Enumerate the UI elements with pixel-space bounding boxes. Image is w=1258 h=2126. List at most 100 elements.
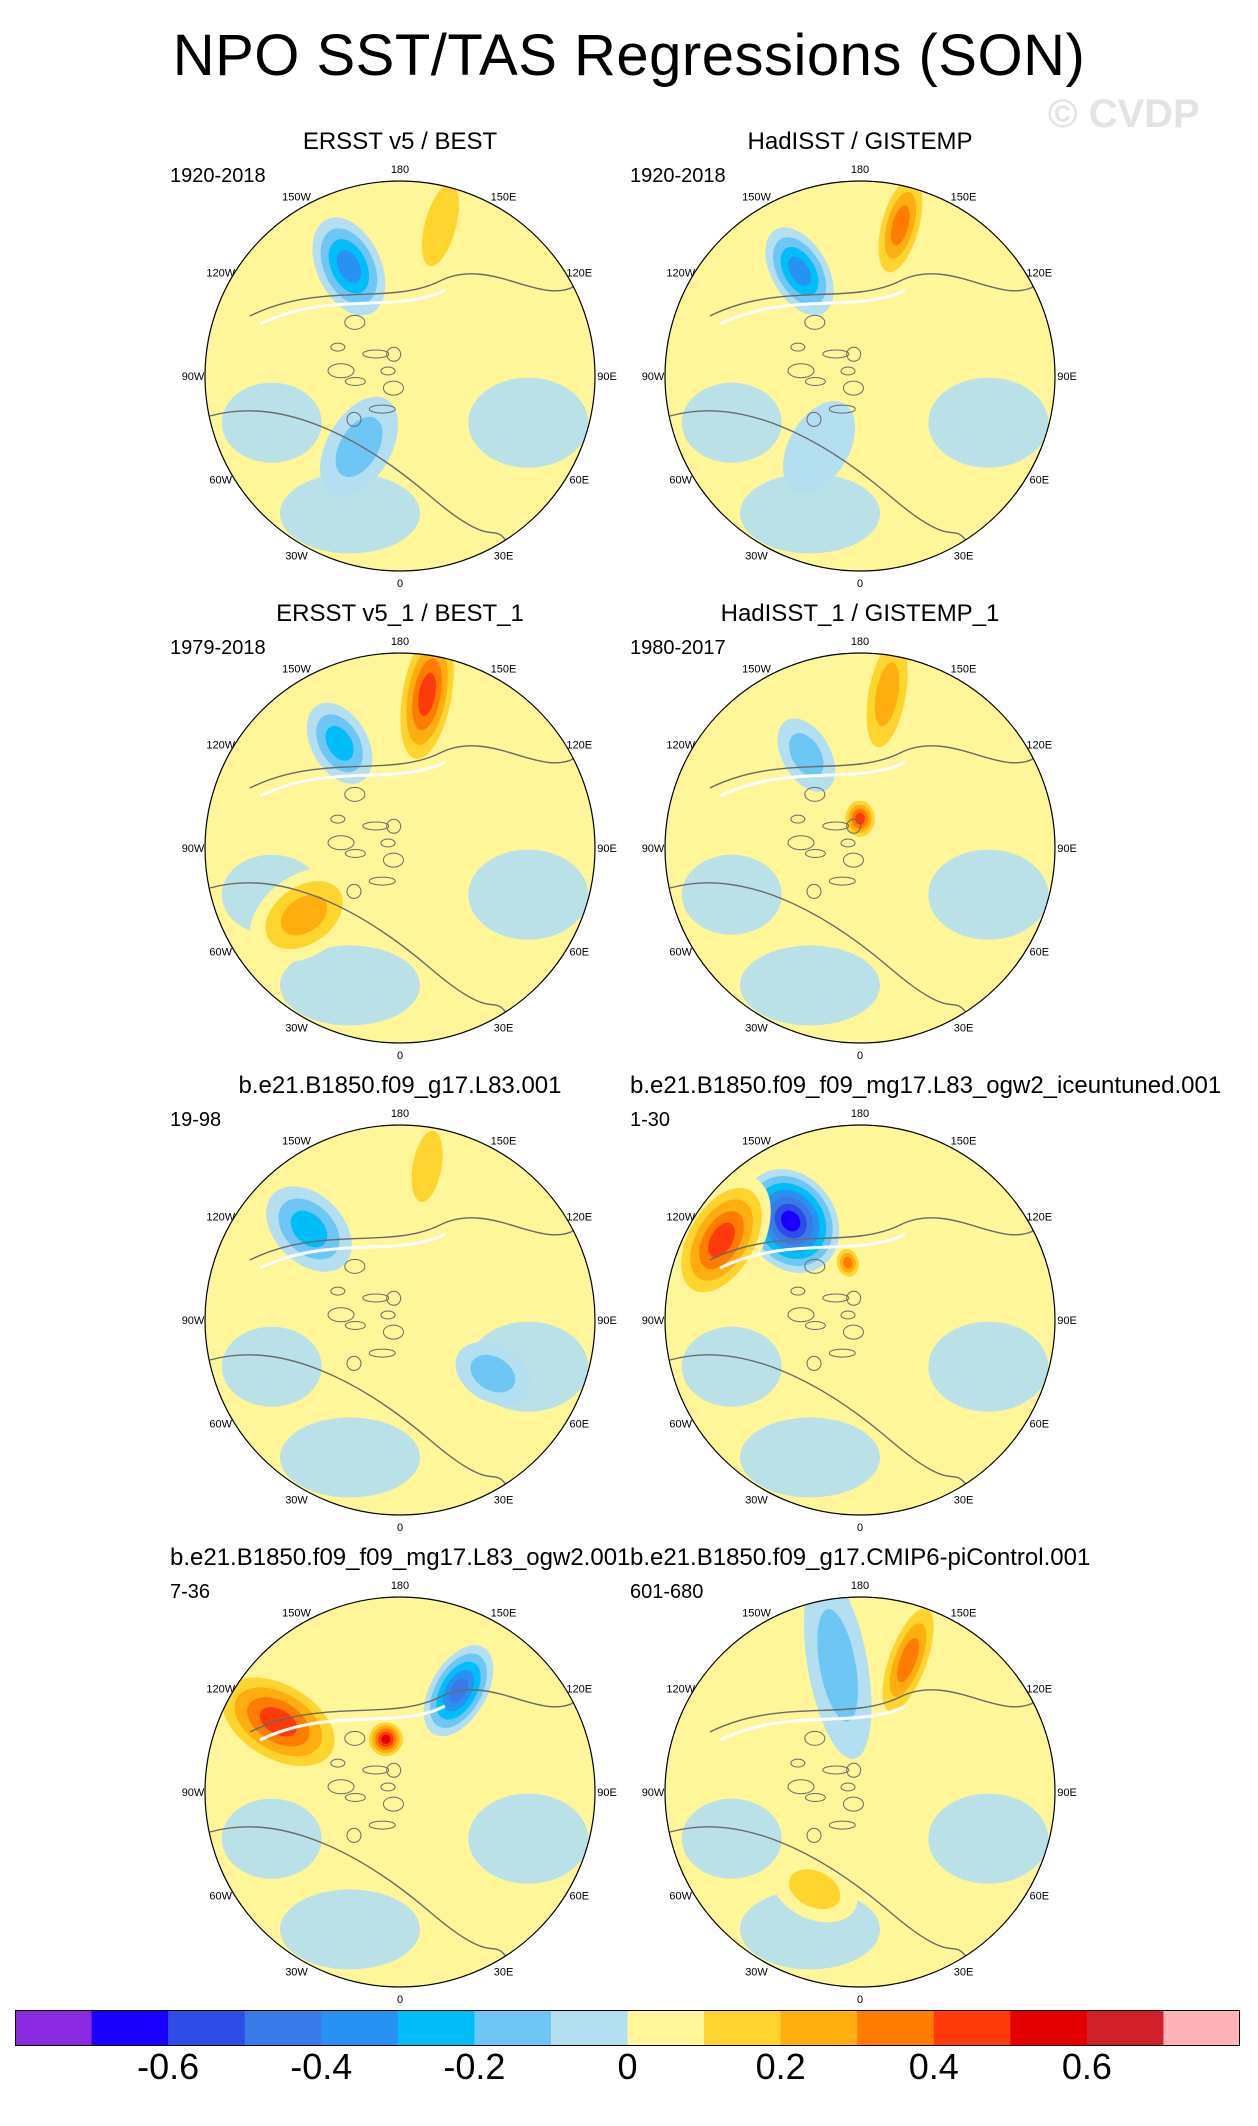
arctic-island — [386, 1762, 402, 1778]
arctic-island — [806, 1355, 822, 1371]
longitude-label: 180 — [851, 1580, 869, 1592]
map-border — [204, 652, 596, 1044]
arctic-island — [362, 349, 390, 359]
arctic-island — [382, 1324, 404, 1340]
arctic-island — [382, 1796, 404, 1812]
anomaly-contour-negative — [336, 250, 362, 283]
colorbar-swatch — [15, 2010, 93, 2046]
arctic-island — [344, 848, 366, 858]
weak-anomaly-patch — [928, 1321, 1049, 1412]
ice-edge — [259, 760, 446, 798]
arctic-island — [344, 786, 366, 802]
polar-map: 180 150E 120E 90E 60E 30E 0 30W 60W 90W 120W 150W — [642, 164, 1077, 590]
arctic-island — [804, 1792, 826, 1802]
watermark: © CVDP — [1048, 92, 1200, 136]
map-border — [204, 1124, 596, 1516]
arctic-island — [804, 376, 826, 386]
panel-years: 7-36 — [170, 1581, 211, 1603]
arctic-island — [846, 818, 862, 834]
longitude-label: 30E — [494, 1494, 514, 1506]
arctic-island — [346, 1355, 362, 1371]
longitude-label: 90E — [1057, 843, 1077, 855]
anomaly-contour-negative — [335, 416, 383, 478]
colorbar-swatch — [933, 2010, 1011, 2046]
longitude-label: 120W — [206, 268, 235, 280]
longitude-label: 120W — [666, 268, 695, 280]
longitude-label: 30W — [745, 1966, 768, 1978]
arctic-island — [330, 814, 346, 824]
anomaly-contour-negative — [470, 1354, 516, 1393]
longitude-label: 60E — [569, 1891, 589, 1903]
polar-map: 180 150E 120E 90E 60E 30E 0 30W 60W 90W 120W 150W — [182, 1108, 617, 1534]
anomaly-contour-positive — [708, 1222, 735, 1258]
coastline — [669, 745, 1036, 1019]
arctic-island — [804, 1258, 826, 1274]
map-border — [664, 1124, 1056, 1516]
weak-anomaly-patch — [221, 1798, 322, 1879]
longitude-label: 30W — [745, 550, 768, 562]
longitude-label: 150W — [282, 1136, 311, 1148]
arctic-island — [386, 818, 402, 834]
map-background — [205, 181, 595, 571]
anomaly-contour-negative — [817, 1609, 858, 1722]
longitude-label: 120E — [1026, 1684, 1052, 1696]
panel-years: 1920-2018 — [170, 165, 266, 187]
arctic-island — [828, 404, 856, 414]
arctic-island — [344, 1258, 366, 1274]
panel-title: HadISST_1 / GISTEMP_1 — [720, 600, 1000, 627]
colorbar-swatch — [244, 2010, 322, 2046]
longitude-label: 90W — [182, 371, 205, 383]
longitude-label: 0 — [397, 1994, 403, 2006]
arctic-island — [368, 876, 396, 886]
arctic-island — [804, 1320, 826, 1330]
map-background — [665, 181, 1055, 571]
colorbar-swatch — [91, 2010, 169, 2046]
arctic-island — [344, 314, 366, 330]
longitude-label: 90E — [1057, 1315, 1077, 1327]
polar-map: 180 150E 120E 90E 60E 30E 0 30W 60W 90W 120W 150W — [182, 164, 617, 590]
arctic-island — [790, 1286, 806, 1296]
weak-anomaly-patch — [739, 473, 880, 554]
arctic-island — [362, 1765, 390, 1775]
arctic-island — [386, 1290, 402, 1306]
arctic-island — [804, 1730, 826, 1746]
longitude-label: 90E — [597, 1787, 617, 1799]
map-border — [204, 180, 596, 572]
longitude-label: 120E — [1026, 268, 1052, 280]
longitude-label: 30E — [494, 1966, 514, 1978]
panel-years: 601-680 — [630, 1581, 704, 1603]
weak-anomaly-patch — [468, 1793, 589, 1884]
arctic-island — [386, 346, 402, 362]
coastline — [209, 1217, 576, 1491]
panel-years: 1-30 — [630, 1109, 671, 1131]
longitude-label: 150W — [742, 192, 771, 204]
longitude-label: 120W — [206, 1684, 235, 1696]
arctic-island — [806, 883, 822, 899]
weak-anomaly-patch — [279, 473, 420, 554]
polar-map: 180 150E 120E 90E 60E 30E 0 30W 60W 90W 120W 150W — [182, 1580, 617, 2006]
arctic-island — [382, 852, 404, 868]
polar-map: 180 150E 120E 90E 60E 30E 0 30W 60W 90W 120W 150W — [642, 1580, 1077, 2006]
panel-years: 19-98 — [170, 1109, 222, 1131]
weak-anomaly-patch — [279, 1889, 420, 1970]
arctic-island — [346, 1827, 362, 1843]
anomaly-contour-negative — [325, 725, 354, 761]
longitude-label: 120W — [666, 1684, 695, 1696]
anomaly-contour-positive — [874, 662, 900, 727]
anomaly-contour-positive — [411, 1130, 443, 1202]
longitude-label: 60E — [569, 1419, 589, 1431]
weak-anomaly-patch — [928, 849, 1049, 940]
arctic-island — [846, 1290, 862, 1306]
arctic-island — [840, 1310, 856, 1320]
longitude-label: 180 — [851, 1108, 869, 1120]
longitude-label: 0 — [397, 578, 403, 590]
map-panel: HadISST_1 / GISTEMP_1 1980-2017 180 150E 120… — [630, 600, 1090, 1070]
colorbar — [15, 2010, 1240, 2046]
longitude-label: 120W — [666, 740, 695, 752]
map-border — [204, 1596, 596, 1988]
arctic-island — [787, 363, 815, 379]
arctic-island — [842, 1324, 864, 1340]
arctic-island — [806, 1827, 822, 1843]
arctic-island — [806, 411, 822, 427]
map-panel: b.e21.B1850.f09_g17.L83.001 19-98 180 150E 1… — [170, 1072, 630, 1542]
